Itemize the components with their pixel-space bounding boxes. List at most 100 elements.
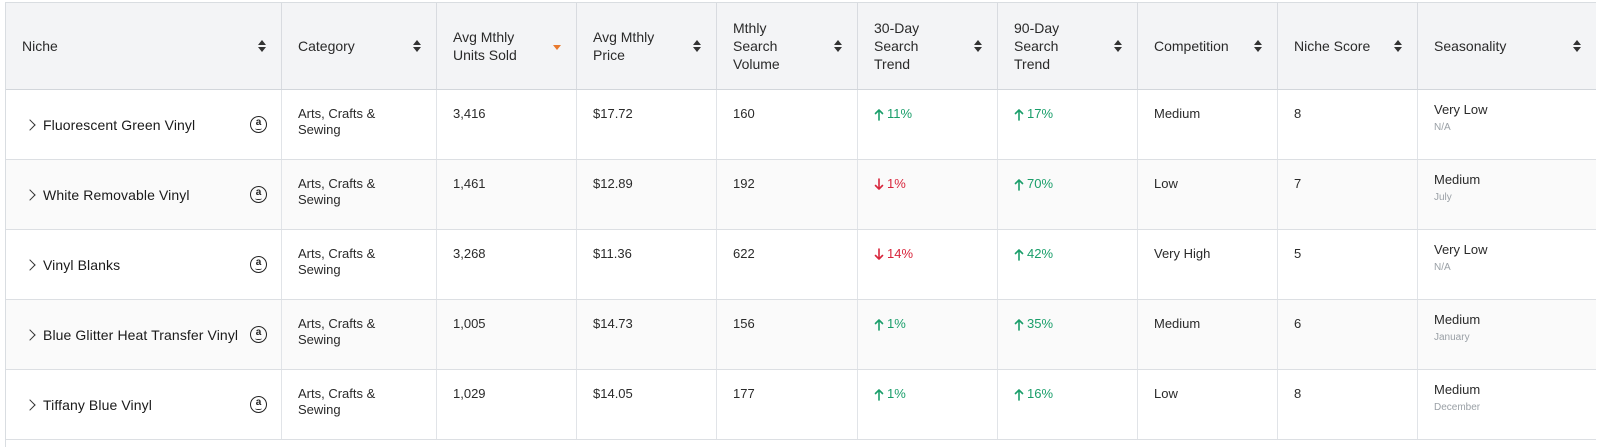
column-header-label: Avg Mthly Price [593,29,655,63]
search-volume-cell: 622 [717,230,858,299]
sort-icon[interactable] [1572,40,1582,52]
column-header-30-day-search-trend[interactable]: 30-Day Search Trend [858,3,998,89]
search-volume-cell: 192 [717,160,858,229]
arrow-up-icon [874,318,884,331]
trend-value: 1% [874,386,997,402]
competition-cell: Very High [1138,230,1278,299]
arrow-up-icon [1014,248,1024,261]
trend-percent: 1% [887,176,906,191]
seasonality-cell: Medium January [1418,300,1596,369]
column-header-category[interactable]: Category [282,3,437,89]
chevron-right-icon[interactable] [24,188,36,201]
search-volume-cell: 177 [717,370,858,439]
column-header-label: 30-Day Search Trend [874,20,920,72]
trend-value: 14% [874,246,997,262]
trend-percent: 1% [887,316,906,331]
niche-name[interactable]: White Removable Vinyl [43,186,190,203]
niche-cell[interactable]: White Removable Vinyl a [6,160,282,229]
column-header-niche[interactable]: Niche [6,3,282,89]
trend-value: 1% [874,176,997,192]
sort-icon[interactable] [1253,40,1263,52]
column-header-mthly-search-volume[interactable]: Mthly Search Volume [717,3,858,89]
amazon-icon[interactable]: a [250,326,267,343]
chevron-right-icon[interactable] [24,258,36,271]
niche-name[interactable]: Vinyl Blanks [43,256,121,273]
table-header: Niche Category Avg Mthly Units Sold Avg Mth… [6,3,1596,90]
seasonality-level: Medium [1434,312,1481,327]
niche-cell[interactable]: Blue Glitter Heat Transfer Vinyl a [6,300,282,369]
competition-cell: Low [1138,160,1278,229]
amazon-icon[interactable]: a [250,186,267,203]
chevron-right-icon[interactable] [24,328,36,341]
chevron-right-icon[interactable] [24,118,36,131]
trend-90-day-cell: 16% [998,370,1138,439]
niche-name[interactable]: Fluorescent Green Vinyl [43,116,196,133]
table-body: Fluorescent Green Vinyl a Arts, Crafts & S… [6,90,1596,440]
column-header-label: Avg Mthly Units Sold [453,29,517,63]
column-header-label: 90-Day Search Trend [1014,20,1060,72]
trend-percent: 16% [1027,386,1054,401]
table-row[interactable]: Blue Glitter Heat Transfer Vinyl a Arts, C… [6,300,1596,370]
niche-cell[interactable]: Tiffany Blue Vinyl a [6,370,282,439]
trend-value: 70% [1014,176,1137,192]
sort-icon[interactable] [833,40,843,52]
column-header-90-day-search-trend[interactable]: 90-Day Search Trend [998,3,1138,89]
search-volume-cell: 160 [717,90,858,159]
table-row[interactable]: Fluorescent Green Vinyl a Arts, Crafts & S… [6,90,1596,160]
sort-icon[interactable] [412,40,422,52]
column-header-label: Mthly Search Volume [733,20,780,72]
niche-name[interactable]: Tiffany Blue Vinyl [43,396,152,413]
sort-icon[interactable] [692,40,702,52]
sort-icon[interactable] [973,40,983,52]
units-sold-cell: 3,268 [437,230,577,299]
amazon-icon[interactable]: a [250,116,267,133]
column-header-seasonality[interactable]: Seasonality [1418,3,1596,89]
arrow-up-icon [874,388,884,401]
trend-percent: 42% [1027,246,1054,261]
column-header-niche-score[interactable]: Niche Score [1278,3,1418,89]
units-sold-cell: 3,416 [437,90,577,159]
trend-30-day-cell: 1% [858,300,998,369]
sort-icon[interactable] [1113,40,1123,52]
seasonality-month: N/A [1434,122,1451,133]
column-header-avg-mthly-units-sold[interactable]: Avg Mthly Units Sold [437,3,577,89]
competition-cell: Medium [1138,300,1278,369]
search-volume-cell: 156 [717,300,858,369]
seasonality-cell: Medium July [1418,160,1596,229]
arrow-down-icon [874,177,884,190]
column-header-label: Category [298,38,355,54]
sort-desc-icon[interactable] [552,44,562,50]
sort-icon[interactable] [257,40,267,52]
trend-value: 1% [874,316,997,332]
amazon-icon[interactable]: a [250,396,267,413]
trend-value: 17% [1014,106,1137,122]
trend-30-day-cell: 1% [858,160,998,229]
trend-value: 35% [1014,316,1137,332]
seasonality-level: Medium [1434,172,1481,187]
trend-90-day-cell: 35% [998,300,1138,369]
units-sold-cell: 1,005 [437,300,577,369]
niche-score-cell: 8 [1278,90,1418,159]
niche-cell[interactable]: Vinyl Blanks a [6,230,282,299]
trend-30-day-cell: 14% [858,230,998,299]
arrow-up-icon [874,108,884,121]
sort-icon[interactable] [1393,40,1403,52]
table-row[interactable]: White Removable Vinyl a Arts, Crafts & Sew… [6,160,1596,230]
niche-cell[interactable]: Fluorescent Green Vinyl a [6,90,282,159]
chevron-right-icon[interactable] [24,398,36,411]
seasonality-month: N/A [1434,262,1451,273]
column-header-competition[interactable]: Competition [1138,3,1278,89]
arrow-up-icon [1014,318,1024,331]
seasonality-cell: Very Low N/A [1418,230,1596,299]
niche-name[interactable]: Blue Glitter Heat Transfer Vinyl [43,326,239,343]
price-cell: $14.73 [577,300,717,369]
amazon-icon[interactable]: a [250,256,267,273]
category-cell: Arts, Crafts & Sewing [282,300,437,369]
trend-percent: 17% [1027,106,1054,121]
table-row[interactable]: Tiffany Blue Vinyl a Arts, Crafts & Sewing… [6,370,1596,440]
seasonality-month: January [1434,332,1470,343]
column-header-avg-mthly-price[interactable]: Avg Mthly Price [577,3,717,89]
niche-score-cell: 7 [1278,160,1418,229]
category-cell: Arts, Crafts & Sewing [282,230,437,299]
table-row[interactable]: Vinyl Blanks a Arts, Crafts & Sewing 3,268 $… [6,230,1596,300]
